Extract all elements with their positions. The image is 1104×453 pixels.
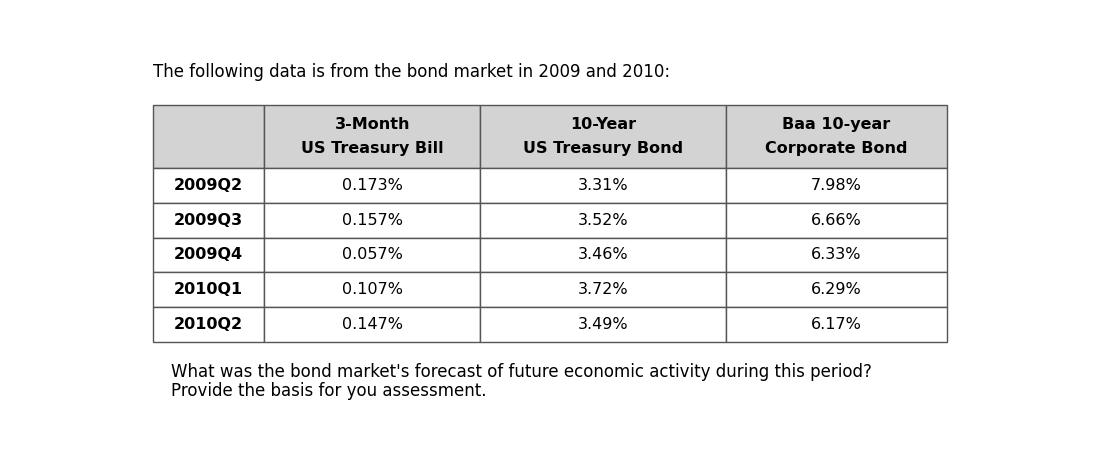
Text: 2010Q1: 2010Q1 — [174, 282, 243, 297]
Text: 2009Q3: 2009Q3 — [174, 212, 243, 227]
Bar — [725, 168, 946, 202]
Text: Baa 10-year
Corporate Bond: Baa 10-year Corporate Bond — [765, 116, 907, 156]
Bar — [480, 237, 725, 272]
Text: 2009Q4: 2009Q4 — [174, 247, 243, 262]
Text: 2010Q2: 2010Q2 — [174, 317, 243, 332]
Bar — [264, 105, 480, 168]
Text: 3.52%: 3.52% — [577, 212, 628, 227]
Text: 0.173%: 0.173% — [342, 178, 403, 193]
Bar — [480, 202, 725, 237]
Text: What was the bond market's forecast of future economic activity during this peri: What was the bond market's forecast of f… — [170, 363, 871, 381]
Text: 6.66%: 6.66% — [810, 212, 861, 227]
Text: 10-Year
US Treasury Bond: 10-Year US Treasury Bond — [523, 116, 683, 156]
Text: Provide the basis for you assessment.: Provide the basis for you assessment. — [170, 382, 486, 400]
Text: 3.46%: 3.46% — [577, 247, 628, 262]
Bar — [153, 272, 264, 307]
Text: 6.29%: 6.29% — [810, 282, 861, 297]
Text: 6.33%: 6.33% — [811, 247, 861, 262]
Text: 3.49%: 3.49% — [577, 317, 628, 332]
Bar — [480, 168, 725, 202]
Text: 2009Q2: 2009Q2 — [174, 178, 243, 193]
Bar — [480, 307, 725, 342]
Bar — [264, 202, 480, 237]
Bar — [480, 105, 725, 168]
Bar — [264, 307, 480, 342]
Text: 3-Month
US Treasury Bill: 3-Month US Treasury Bill — [300, 116, 444, 156]
Bar — [480, 272, 725, 307]
Text: 0.107%: 0.107% — [341, 282, 403, 297]
Bar — [153, 307, 264, 342]
Bar — [725, 307, 946, 342]
Text: The following data is from the bond market in 2009 and 2010:: The following data is from the bond mark… — [153, 63, 670, 81]
Text: 3.31%: 3.31% — [577, 178, 628, 193]
Bar — [153, 202, 264, 237]
Bar — [153, 237, 264, 272]
Bar — [725, 237, 946, 272]
Text: 3.72%: 3.72% — [577, 282, 628, 297]
Bar — [264, 272, 480, 307]
Bar — [264, 168, 480, 202]
Bar — [725, 272, 946, 307]
Text: 0.157%: 0.157% — [341, 212, 403, 227]
Bar — [725, 202, 946, 237]
Bar — [725, 105, 946, 168]
Text: 0.147%: 0.147% — [341, 317, 403, 332]
Bar — [153, 105, 264, 168]
Text: 7.98%: 7.98% — [810, 178, 861, 193]
Text: 0.057%: 0.057% — [342, 247, 403, 262]
Bar — [153, 168, 264, 202]
Text: 6.17%: 6.17% — [810, 317, 861, 332]
Bar — [264, 237, 480, 272]
